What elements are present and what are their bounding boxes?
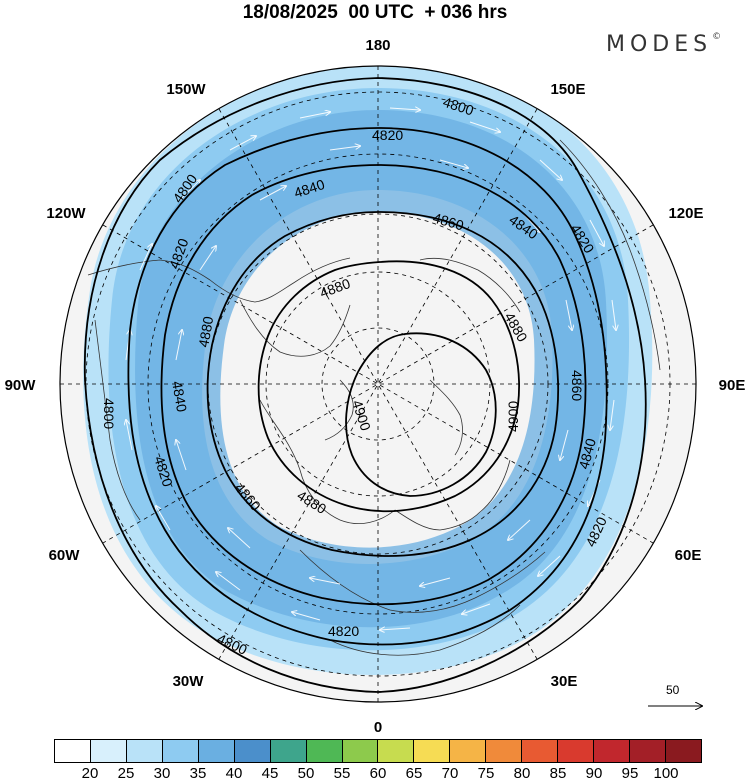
colorbar-label: 55 xyxy=(333,765,351,782)
colorbar-label: 65 xyxy=(405,765,423,782)
colorbar-label: 70 xyxy=(441,765,459,782)
wind-speed-shading xyxy=(83,66,653,675)
colorbar-swatch xyxy=(55,740,91,762)
lon-label-150e: 150E xyxy=(550,81,585,98)
lon-label-30w: 30W xyxy=(173,673,205,690)
colorbar-label: 25 xyxy=(117,765,135,782)
lon-label-120e: 120E xyxy=(668,205,703,222)
contour-4860 xyxy=(206,211,560,557)
colorbar-swatch xyxy=(234,740,271,762)
reference-vector: 50 xyxy=(648,683,702,706)
contour-label: 4840 xyxy=(575,436,599,470)
colorbar-swatch xyxy=(486,740,523,762)
colorbar-label: 30 xyxy=(153,765,171,782)
lon-label-90e: 90E xyxy=(719,377,746,394)
lon-label-30e: 30E xyxy=(551,673,578,690)
contour-4840 xyxy=(160,164,587,606)
colorbar-swatch xyxy=(342,740,379,762)
colorbar-label: 75 xyxy=(477,765,495,782)
colorbar-swatch xyxy=(558,740,595,762)
map-border xyxy=(59,65,697,703)
wind-vectors xyxy=(126,108,616,630)
colorbar-label: 35 xyxy=(189,765,207,782)
colorbar-swatch xyxy=(665,740,701,762)
lon-label-60w: 60W xyxy=(49,547,81,564)
contour-label: 4900 xyxy=(505,401,521,432)
colorbar-label: 60 xyxy=(369,765,387,782)
colorbar-label: 20 xyxy=(81,765,99,782)
colorbar-label: 90 xyxy=(585,765,603,782)
colorbar-swatch xyxy=(198,740,235,762)
contour-label: 4820 xyxy=(372,127,403,143)
contour-4800 xyxy=(83,77,647,693)
colorbar-swatch xyxy=(270,740,307,762)
colorbar-swatch xyxy=(450,740,487,762)
lon-label-0: 0 xyxy=(374,719,382,735)
modes-logo: MODES© xyxy=(606,32,722,57)
colorbar-labels: 20 25 30 35 40 45 50 55 60 65 70 75 80 85 90 95 100 xyxy=(0,765,750,783)
colorbar-label: 45 xyxy=(261,765,279,782)
colorbar-swatch xyxy=(162,740,199,762)
colorbar-label: 95 xyxy=(621,765,639,782)
height-contours xyxy=(83,77,647,693)
colorbar-swatch xyxy=(126,740,163,762)
svg-text:50: 50 xyxy=(666,683,680,697)
contour-label: 4800 xyxy=(101,398,117,429)
colorbar-label: 40 xyxy=(225,765,243,782)
longitude-labels: 180 150E 120E 90E 60E 30E 0 30W 60W 90W … xyxy=(5,37,746,735)
colorbar xyxy=(54,739,702,763)
colorbar-label: 80 xyxy=(513,765,531,782)
contour-label: 4880 xyxy=(195,315,216,349)
colorbar-label: 50 xyxy=(297,765,315,782)
lon-label-120w: 120W xyxy=(46,205,86,222)
colorbar-swatch xyxy=(90,740,127,762)
colorbar-swatch xyxy=(630,740,666,762)
colorbar-swatch xyxy=(414,740,451,762)
lon-label-90w: 90W xyxy=(5,377,37,394)
colorbar-swatch xyxy=(378,740,415,762)
lon-label-150w: 150W xyxy=(166,81,206,98)
lon-label-180: 180 xyxy=(365,37,390,54)
contour-4820 xyxy=(127,127,608,646)
colorbar-swatch xyxy=(594,740,630,762)
colorbar-swatch xyxy=(522,740,559,762)
contour-4880 xyxy=(257,260,520,513)
colorbar-label: 85 xyxy=(549,765,567,782)
map-title: 18/08/2025 00 UTC + 036 hrs xyxy=(242,2,508,23)
colorbar-label: 100 xyxy=(653,765,679,782)
contour-label: 4860 xyxy=(569,370,585,401)
colorbar-swatch xyxy=(306,740,343,762)
contour-4900 xyxy=(345,332,497,497)
meridians xyxy=(60,66,696,702)
contour-label: 4840 xyxy=(169,380,190,414)
polar-map: 4800 4820 4840 4860 4840 4820 4800 4820 … xyxy=(5,37,746,735)
contour-label: 4820 xyxy=(328,623,359,639)
lon-label-60e: 60E xyxy=(675,547,702,564)
